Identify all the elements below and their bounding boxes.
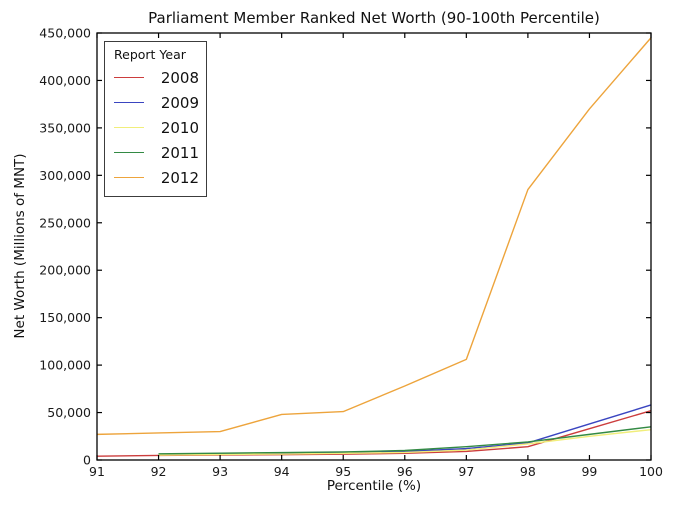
x-tick-label: 98 <box>520 464 536 479</box>
x-tick-label: 92 <box>151 464 167 479</box>
x-tick-label: 91 <box>89 464 105 479</box>
y-tick-label: 400,000 <box>39 73 91 88</box>
legend-swatch-2012 <box>114 177 144 178</box>
legend-entry-2010: 2010 <box>112 115 199 140</box>
x-tick-label: 97 <box>458 464 474 479</box>
legend-entry-2008: 2008 <box>112 65 199 90</box>
y-tick-label: 300,000 <box>39 168 91 183</box>
legend-label: 2012 <box>160 168 199 187</box>
y-tick-label: 350,000 <box>39 120 91 135</box>
y-tick-label: 0 <box>83 453 91 468</box>
legend-label: 2011 <box>160 143 199 162</box>
plot-frame <box>96 32 652 461</box>
legend-swatch-2010 <box>114 127 144 128</box>
y-tick-label: 250,000 <box>39 215 91 230</box>
series-line-2009 <box>158 404 652 456</box>
x-tick-label: 96 <box>397 464 413 479</box>
legend-entries: 2008 2009 2010 2011 2012 <box>112 65 199 190</box>
y-tick-label: 200,000 <box>39 263 91 278</box>
x-tick-label: 99 <box>581 464 597 479</box>
series-line-2011 <box>158 426 652 455</box>
y-tick-label: 450,000 <box>39 26 91 41</box>
legend: Report Year 2008 2009 2010 2011 2012 <box>104 41 207 197</box>
x-tick-label: 93 <box>212 464 228 479</box>
x-tick-label: 95 <box>335 464 351 479</box>
x-tick-label: 100 <box>639 464 663 479</box>
legend-label: 2010 <box>160 118 199 137</box>
y-tick-label: 50,000 <box>47 405 91 420</box>
y-axis-label: Net Worth (Millions of MNT) <box>12 153 28 339</box>
x-tick-label: 94 <box>274 464 290 479</box>
legend-label: 2008 <box>160 68 199 87</box>
legend-label: 2009 <box>160 93 199 112</box>
x-axis-label: Percentile (%) <box>326 478 422 494</box>
legend-swatch-2011 <box>114 152 144 153</box>
series-line-2010 <box>158 428 652 456</box>
series-line-2008 <box>96 409 652 457</box>
legend-entry-2011: 2011 <box>112 140 199 165</box>
y-tick-label: 150,000 <box>39 310 91 325</box>
legend-swatch-2008 <box>114 77 144 78</box>
series-line-2012 <box>96 37 652 436</box>
legend-title: Report Year <box>114 47 186 62</box>
chart-title: Parliament Member Ranked Net Worth (90-1… <box>148 9 600 27</box>
legend-entry-2009: 2009 <box>112 90 199 115</box>
legend-entry-2012: 2012 <box>112 165 199 190</box>
legend-swatch-2009 <box>114 102 144 103</box>
y-tick-label: 100,000 <box>39 358 91 373</box>
